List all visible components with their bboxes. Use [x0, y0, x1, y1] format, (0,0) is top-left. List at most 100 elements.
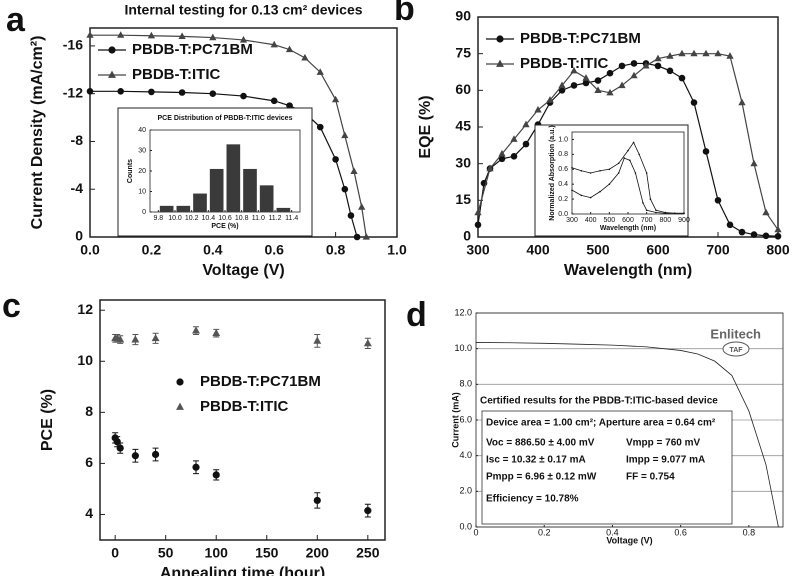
panel-label: d — [406, 296, 427, 334]
y-tick-label: 0 — [142, 209, 146, 216]
legend-label: PBDB-T:ITIC — [200, 398, 288, 415]
marker — [774, 225, 782, 233]
y-tick-label: 10 — [77, 352, 93, 368]
y-tick-label: 0.2 — [558, 196, 568, 203]
y-tick-label: -16 — [63, 37, 83, 53]
y-tick-label: 45 — [455, 118, 471, 134]
marker — [332, 156, 339, 163]
marker — [178, 32, 186, 39]
marker — [582, 74, 590, 81]
y-tick-label: 75 — [455, 44, 471, 60]
marker — [702, 148, 710, 155]
marker — [673, 212, 676, 215]
annotation: FF = 0.754 — [626, 472, 675, 483]
badge: TAF — [729, 347, 743, 354]
x-tick-label: 10.8 — [235, 215, 249, 222]
marker — [655, 211, 657, 214]
marker — [582, 79, 590, 87]
legend-label: PBDB-T:ITIC — [520, 55, 608, 72]
marker — [666, 52, 674, 59]
x-tick-label: 9.8 — [153, 215, 163, 222]
marker — [86, 31, 94, 38]
y-tick-label: 8.0 — [459, 379, 472, 389]
plot-frame — [99, 299, 386, 541]
marker — [571, 166, 573, 169]
annotation: Efficiency = 10.78% — [486, 494, 579, 505]
y-tick-label: -12 — [63, 84, 83, 100]
marker — [350, 167, 358, 174]
x-tick-label: 600 — [646, 242, 670, 258]
legend-label: PBDB-T:PC71BM — [132, 41, 253, 58]
marker — [664, 212, 667, 215]
y-tick-label: 12.0 — [454, 307, 472, 317]
marker — [151, 333, 160, 342]
marker — [364, 507, 372, 515]
marker — [212, 328, 221, 337]
annotation: Vmpp = 760 mV — [626, 438, 701, 449]
y-tick-label: 12 — [77, 301, 93, 317]
y-tick-label: 0.6 — [558, 166, 568, 173]
y-axis-label: Counts — [127, 159, 134, 183]
marker — [570, 66, 578, 74]
marker — [286, 102, 293, 109]
marker — [645, 209, 648, 212]
marker — [606, 88, 614, 96]
legend-label: PBDB-T:PC71BM — [200, 373, 321, 390]
y-axis-label: Current Density (mA/cm²) — [29, 36, 46, 230]
x-tick-label: 700 — [706, 242, 730, 258]
chart-title: Internal testing for 0.13 cm² devices — [124, 2, 362, 18]
marker — [362, 233, 370, 240]
marker — [630, 60, 638, 67]
marker — [176, 378, 184, 386]
marker — [347, 212, 355, 219]
marker — [498, 149, 506, 157]
marker — [178, 89, 186, 96]
x-tick-label: 11.4 — [285, 215, 298, 222]
marker — [750, 159, 758, 167]
y-tick-label: 6.0 — [459, 414, 472, 424]
y-tick-label: 2.0 — [459, 486, 472, 496]
bar — [209, 168, 224, 212]
x-tick-label: 400 — [526, 242, 550, 258]
marker — [212, 471, 220, 479]
x-tick-label: 0.2 — [538, 527, 551, 537]
marker — [570, 82, 578, 89]
x-tick-label: 400 — [585, 217, 597, 224]
x-tick-label: 0.8 — [743, 527, 756, 537]
y-tick-label: 4.0 — [459, 450, 472, 460]
x-tick-label: 10.4 — [202, 215, 216, 222]
y-tick-label: -8 — [71, 132, 84, 148]
x-tick-label: 0.8 — [326, 242, 346, 258]
marker — [649, 198, 652, 200]
x-tick-label: 0.4 — [606, 527, 619, 537]
bar — [243, 168, 257, 212]
marker — [666, 67, 674, 75]
inset-frame — [534, 124, 689, 237]
x-axis-label: Wavelength (nm) — [600, 225, 656, 232]
y-tick-label: 20 — [138, 168, 146, 175]
x-axis-label: PCE (%) — [211, 223, 238, 230]
marker — [599, 169, 601, 172]
marker — [642, 202, 644, 204]
annotation-box — [481, 410, 733, 525]
x-tick-label: 10.2 — [185, 215, 199, 222]
marker — [116, 444, 124, 452]
marker — [510, 153, 518, 160]
marker — [147, 31, 156, 39]
marker — [738, 98, 746, 106]
x-tick-label: 250 — [356, 545, 380, 561]
y-tick-label: 0.4 — [558, 181, 568, 188]
marker — [522, 140, 530, 148]
chart-title: PCE Distribution of PBDB-T:ITIC devices — [158, 115, 293, 122]
panel-label: b — [394, 0, 415, 28]
marker — [316, 123, 324, 131]
marker — [108, 70, 116, 78]
marker — [131, 335, 140, 343]
marker — [617, 172, 620, 174]
x-tick-label: 0 — [473, 527, 478, 537]
y-tick-label: 30 — [138, 147, 146, 154]
marker — [654, 62, 662, 70]
x-tick-label: 0.0 — [80, 242, 100, 258]
marker — [558, 81, 566, 89]
y-tick-label: 60 — [455, 81, 471, 97]
